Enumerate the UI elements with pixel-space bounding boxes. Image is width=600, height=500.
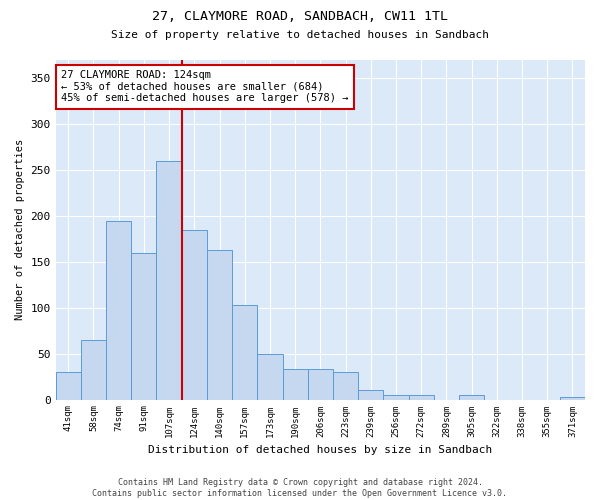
Text: Contains HM Land Registry data © Crown copyright and database right 2024.
Contai: Contains HM Land Registry data © Crown c… xyxy=(92,478,508,498)
Bar xyxy=(81,340,106,400)
Text: 27 CLAYMORE ROAD: 124sqm
← 53% of detached houses are smaller (684)
45% of semi-: 27 CLAYMORE ROAD: 124sqm ← 53% of detach… xyxy=(61,70,349,103)
Bar xyxy=(308,370,333,400)
Bar xyxy=(56,372,81,400)
Bar xyxy=(207,250,232,400)
Bar xyxy=(560,397,585,400)
Bar xyxy=(383,395,409,400)
Bar xyxy=(106,220,131,400)
Bar xyxy=(283,370,308,400)
Bar xyxy=(333,372,358,400)
Bar xyxy=(157,161,182,400)
Bar xyxy=(182,230,207,400)
Y-axis label: Number of detached properties: Number of detached properties xyxy=(15,139,25,320)
Text: 27, CLAYMORE ROAD, SANDBACH, CW11 1TL: 27, CLAYMORE ROAD, SANDBACH, CW11 1TL xyxy=(152,10,448,23)
Bar xyxy=(257,354,283,400)
Bar xyxy=(358,390,383,400)
Bar xyxy=(232,305,257,400)
X-axis label: Distribution of detached houses by size in Sandbach: Distribution of detached houses by size … xyxy=(148,445,493,455)
Bar xyxy=(131,252,157,400)
Bar xyxy=(409,395,434,400)
Bar xyxy=(459,395,484,400)
Text: Size of property relative to detached houses in Sandbach: Size of property relative to detached ho… xyxy=(111,30,489,40)
